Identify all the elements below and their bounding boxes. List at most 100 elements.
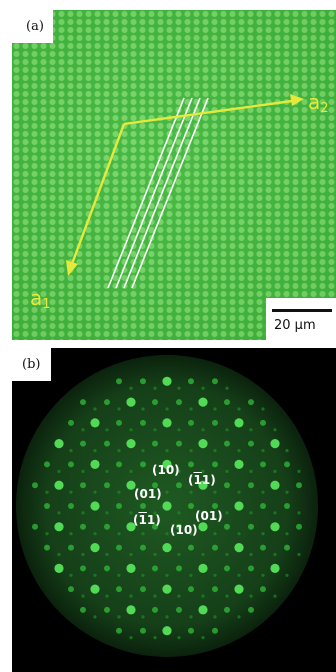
diffraction-satellite-spot — [273, 511, 277, 515]
diffraction-spot — [80, 440, 86, 447]
diffraction-spot — [234, 418, 244, 428]
diffraction-spot — [198, 522, 208, 532]
diffraction-satellite-spot — [57, 511, 61, 515]
diffraction-spot — [126, 439, 136, 449]
index-text: ( — [188, 473, 194, 487]
diffraction-satellite-spot — [129, 594, 133, 598]
diffraction-spot — [284, 503, 290, 509]
vector-a2-subscript: 2 — [320, 101, 329, 116]
diffraction-spot — [248, 523, 254, 530]
diffraction-spot — [198, 439, 208, 449]
diffraction-spot — [116, 461, 122, 468]
diffraction-satellite-spot — [117, 615, 121, 619]
diffraction-spot — [116, 503, 122, 509]
diffraction-spot — [198, 397, 208, 407]
diffraction-satellite-spot — [225, 511, 229, 515]
vector-a1-subscript: 1 — [42, 297, 51, 312]
diffraction-satellite-spot — [105, 469, 109, 473]
diffraction-satellite-spot — [57, 469, 61, 473]
diffraction-satellite-spot — [81, 428, 85, 432]
diffraction-spot — [104, 606, 110, 613]
diffraction-satellite-spot — [165, 407, 169, 411]
diffraction-satellite-spot — [129, 469, 133, 473]
diffraction-spot — [260, 419, 266, 426]
index-text: (01) — [134, 487, 162, 501]
diffraction-spot — [296, 523, 302, 530]
diffraction-spot — [248, 482, 254, 489]
vignette — [12, 10, 336, 340]
diffraction-satellite-spot — [141, 615, 145, 619]
diffraction-satellite-spot — [81, 594, 85, 598]
diffraction-satellite-spot — [249, 594, 253, 598]
diffraction-spot — [234, 584, 244, 594]
diffraction-satellite-spot — [165, 490, 169, 494]
diffraction-spot — [44, 461, 50, 468]
diffraction-satellite-spot — [105, 552, 109, 557]
diffraction-satellite-spot — [141, 407, 145, 411]
diffraction-satellite-spot — [177, 594, 181, 598]
diffraction-spot — [176, 565, 182, 572]
diffraction-satellite-spot — [177, 386, 181, 390]
index-1bar1-bottom: (11) — [133, 514, 161, 527]
diffraction-spot — [68, 544, 74, 551]
diffraction-spot — [80, 482, 86, 489]
diffraction-spot — [152, 523, 158, 530]
diffraction-spot — [224, 565, 230, 572]
diffraction-spot — [188, 378, 194, 385]
diffraction-spot — [126, 563, 136, 573]
diffraction-spot — [176, 523, 182, 530]
diffraction-satellite-spot — [261, 490, 265, 494]
diffraction-satellite-spot — [177, 511, 181, 515]
index-01-right: (01) — [195, 510, 223, 523]
diffraction-satellite-spot — [297, 511, 301, 515]
diffraction-satellite-spot — [213, 532, 217, 536]
diffraction-satellite-spot — [117, 490, 121, 494]
vector-a2-letter: a — [308, 90, 321, 114]
diffraction-satellite-spot — [261, 573, 265, 577]
diffraction-satellite-spot — [297, 552, 301, 557]
diffraction-satellite-spot — [225, 386, 229, 390]
diffraction-spot — [162, 501, 172, 511]
diffraction-spot — [212, 461, 218, 468]
diffraction-satellite-spot — [129, 511, 133, 515]
diffraction-satellite-spot — [237, 407, 241, 411]
diffraction-spot — [162, 418, 172, 428]
diffraction-spot — [188, 586, 194, 593]
diffraction-spot — [32, 523, 38, 530]
diffraction-pattern — [16, 355, 318, 657]
lattice-overlay — [66, 94, 304, 289]
diffraction-satellite-spot — [213, 407, 217, 411]
micrograph-panel: (a) a1 a2 20 μm — [12, 10, 336, 340]
diffraction-satellite-spot — [237, 615, 241, 619]
diffraction-spot — [260, 586, 266, 593]
diffraction-spot — [284, 461, 290, 468]
diffraction-spot — [54, 439, 64, 449]
diffraction-spot — [212, 544, 218, 551]
scale-bar-label: 20 μm — [274, 318, 316, 333]
index-bar-digit: 1 — [193, 473, 202, 487]
diffraction-spot — [140, 544, 146, 551]
diffraction-satellite-spot — [105, 428, 109, 432]
diffraction-satellite-spot — [117, 532, 121, 536]
diffraction-spot — [162, 584, 172, 594]
lattice-line-4 — [131, 97, 209, 289]
diffraction-spot — [188, 419, 194, 426]
diffraction-satellite-spot — [45, 490, 49, 494]
lattice-line-2 — [115, 97, 193, 289]
diffraction-satellite-spot — [57, 552, 61, 557]
diffraction-spot — [54, 522, 64, 532]
diffraction-satellite-spot — [177, 428, 181, 432]
diffraction-spot — [126, 522, 136, 532]
diffraction-satellite-spot — [153, 636, 157, 640]
diffraction-satellite-spot — [201, 636, 205, 640]
diffraction-spot — [140, 503, 146, 509]
diffraction-spot — [212, 586, 218, 593]
diffraction-satellite-spot — [165, 532, 169, 536]
panel-a-label: (a) — [12, 10, 53, 43]
diffraction-spot — [90, 501, 100, 511]
diffraction-spot — [234, 459, 244, 469]
diffraction-spot — [140, 586, 146, 593]
diffraction-spot — [152, 606, 158, 613]
diffraction-spot — [116, 544, 122, 551]
